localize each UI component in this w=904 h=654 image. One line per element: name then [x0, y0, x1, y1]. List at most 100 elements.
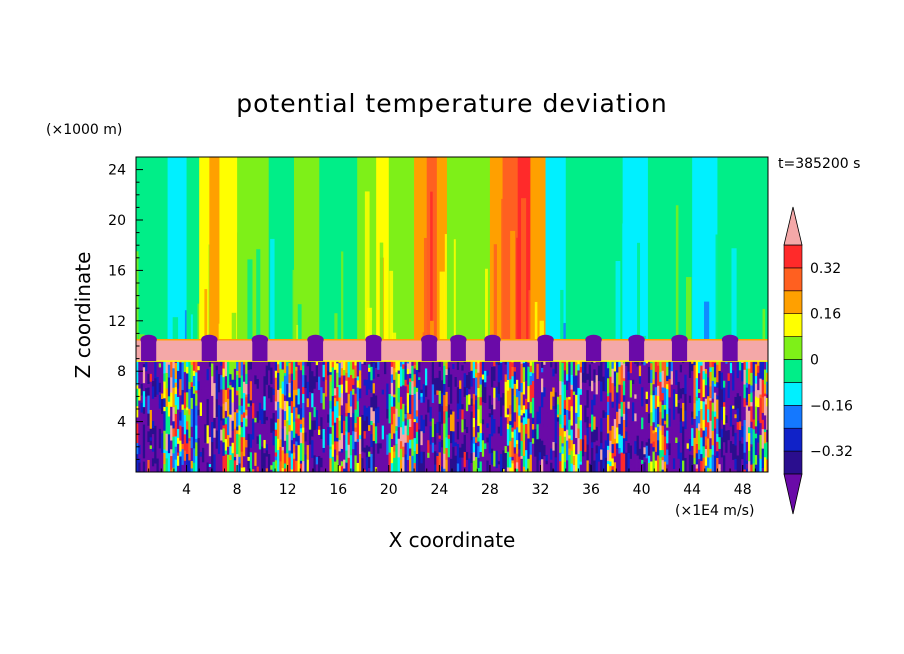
turbulent-cell	[424, 396, 428, 403]
turbulent-cell	[520, 391, 524, 410]
turbulent-cell	[379, 382, 383, 402]
turbulent-cell	[591, 431, 594, 443]
turbulent-cell	[636, 391, 640, 410]
turbulent-cell	[754, 437, 758, 443]
turbulent-cell	[634, 412, 637, 422]
turbulent-cell	[229, 373, 232, 382]
turbulent-cell	[167, 377, 171, 397]
turbulent-cell	[709, 468, 713, 472]
turbulent-cell	[206, 407, 210, 426]
turbulent-cell	[579, 361, 583, 367]
turbulent-cell	[663, 420, 667, 425]
turbulent-cell	[145, 453, 148, 472]
turbulent-cell	[493, 466, 496, 472]
turbulent-cell	[552, 361, 556, 369]
turbulent-cell	[566, 389, 569, 398]
turbulent-cell	[197, 452, 201, 472]
turbulent-cell	[295, 460, 298, 472]
turbulent-cell	[738, 406, 742, 422]
turbulent-cell	[397, 416, 401, 428]
turbulent-cell	[188, 381, 192, 390]
turbulent-cell	[208, 361, 212, 367]
turbulent-cell	[597, 409, 601, 425]
turbulent-cell	[365, 407, 369, 417]
turbulent-cell	[486, 460, 490, 472]
turbulent-cell	[545, 425, 549, 435]
turbulent-cell	[645, 430, 649, 443]
turbulent-cell	[688, 450, 692, 455]
turbulent-cell	[383, 406, 387, 422]
turbulent-cell	[272, 388, 276, 395]
turbulent-cell	[752, 463, 756, 472]
turbulent-cell	[475, 361, 478, 370]
turbulent-cell	[265, 365, 269, 385]
turbulent-cell	[356, 424, 360, 440]
turbulent-cell	[383, 420, 387, 438]
turbulent-cell	[327, 370, 330, 376]
turbulent-cell	[183, 371, 187, 384]
turbulent-cell	[431, 402, 435, 419]
turbulent-cell	[374, 367, 378, 371]
turbulent-cell	[625, 393, 628, 408]
turbulent-cell	[252, 361, 255, 375]
turbulent-cell	[201, 373, 205, 387]
turbulent-cell	[570, 429, 574, 441]
turbulent-cell	[734, 361, 738, 363]
turbulent-cell	[224, 450, 228, 455]
turbulent-cell	[475, 377, 478, 396]
turbulent-cell	[140, 383, 144, 396]
turbulent-cell	[270, 361, 273, 368]
turbulent-cell	[429, 398, 433, 407]
turbulent-cell	[561, 361, 565, 363]
turbulent-cell	[179, 411, 182, 421]
turbulent-cell	[361, 457, 364, 472]
turbulent-cell	[645, 403, 649, 413]
turbulent-cell	[199, 372, 203, 390]
turbulent-cell	[434, 464, 437, 472]
turbulent-cell	[763, 414, 767, 430]
turbulent-cell	[399, 440, 403, 449]
turbulent-cell	[429, 406, 433, 422]
turbulent-cell	[236, 361, 239, 371]
turbulent-cell	[438, 441, 442, 453]
turbulent-cell	[270, 401, 273, 419]
turbulent-cell	[449, 406, 453, 410]
turbulent-cell	[518, 375, 521, 391]
turbulent-cell	[295, 394, 298, 408]
turbulent-cell	[336, 459, 339, 472]
turbulent-cell	[406, 412, 410, 420]
turbulent-cell	[627, 401, 631, 409]
turbulent-cell	[336, 417, 339, 438]
turbulent-cell	[440, 379, 444, 388]
turbulent-cell	[258, 419, 262, 435]
turbulent-cell	[374, 395, 378, 409]
turbulent-cell	[431, 418, 435, 438]
turbulent-cell	[436, 455, 440, 472]
turbulent-cell	[420, 414, 424, 432]
turbulent-cell	[167, 416, 171, 435]
turbulent-cell	[570, 450, 574, 464]
turbulent-cell	[761, 396, 765, 413]
turbulent-cell	[377, 373, 380, 377]
turbulent-cell	[461, 419, 465, 433]
turbulent-cell	[236, 429, 239, 435]
turbulent-cell	[374, 460, 378, 468]
turbulent-cell	[670, 393, 674, 400]
turbulent-cell	[290, 412, 294, 431]
turbulent-cell	[550, 409, 553, 420]
turbulent-cell	[531, 437, 535, 444]
turbulent-cell	[372, 392, 376, 412]
turbulent-cell	[361, 451, 364, 459]
turbulent-cell	[338, 361, 342, 363]
turbulent-cell	[283, 361, 287, 374]
turbulent-cell	[222, 417, 226, 426]
turbulent-cell	[404, 405, 408, 415]
turbulent-cell	[288, 450, 292, 458]
turbulent-cell	[766, 441, 768, 460]
turbulent-cell	[374, 362, 378, 368]
turbulent-cell	[481, 401, 485, 420]
turbulent-cell	[136, 453, 139, 472]
turbulent-cell	[545, 374, 549, 393]
turbulent-cell	[618, 465, 622, 472]
turbulent-cell	[531, 429, 535, 439]
